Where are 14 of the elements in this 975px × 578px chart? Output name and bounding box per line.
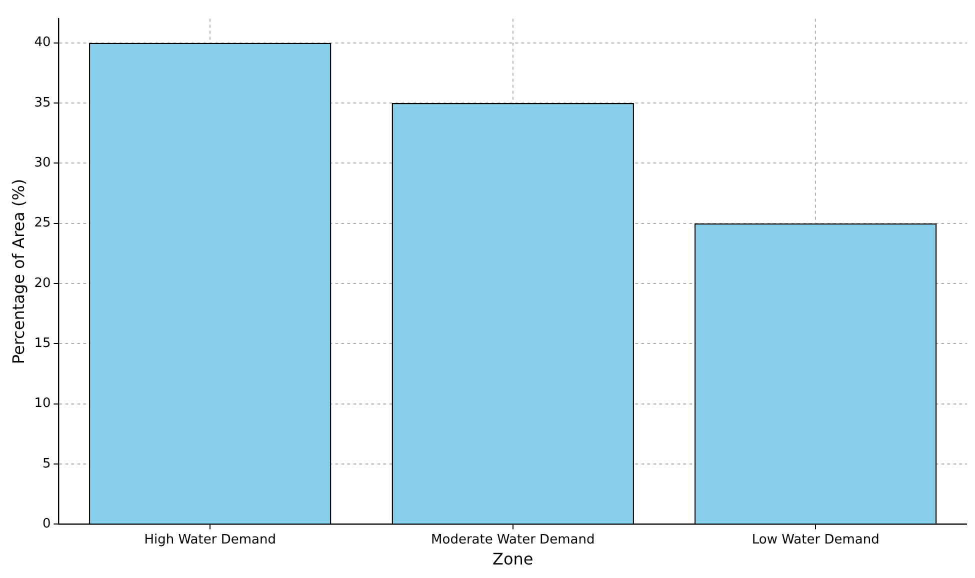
y-tick-label: 35	[34, 95, 51, 110]
y-tick-label: 30	[34, 156, 51, 171]
x-tick-label: High Water Demand	[144, 532, 276, 548]
y-tick-label: 40	[34, 35, 51, 50]
y-tick-label: 20	[34, 276, 51, 291]
y-tick-label: 15	[34, 336, 51, 352]
x-axis-title: Zone	[492, 550, 534, 569]
x-tick-label: Low Water Demand	[752, 532, 880, 548]
y-tick-label: 5	[42, 456, 51, 472]
y-tick-label: 25	[34, 216, 51, 231]
y-axis-title: Percentage of Area (%)	[8, 178, 28, 364]
x-tick-label: Moderate Water Demand	[431, 532, 595, 548]
y-tick-label: 0	[42, 516, 51, 532]
y-tick-label: 10	[34, 396, 51, 412]
